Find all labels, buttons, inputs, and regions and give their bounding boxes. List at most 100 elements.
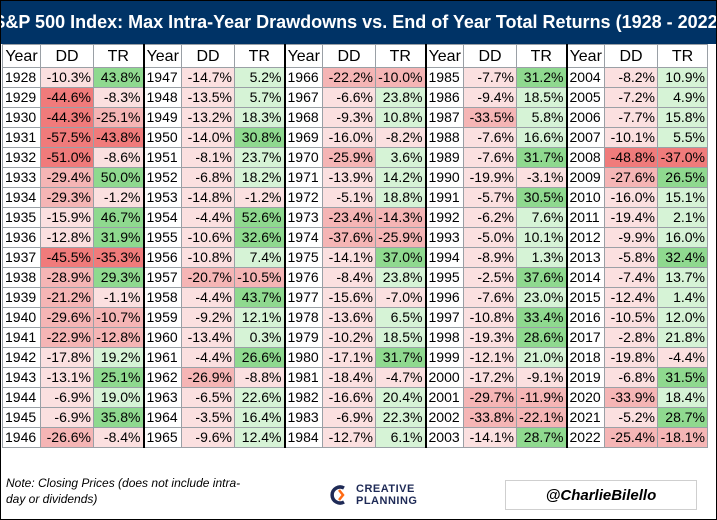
footnote: Note: Closing Prices (does not include i… [6, 476, 241, 506]
drawdown-cell: -6.8% [181, 167, 235, 188]
total-return-cell: 30.5% [516, 187, 567, 208]
drawdown-cell: -2.5% [463, 267, 517, 288]
year-cell: 1979 [283, 327, 323, 348]
total-return-cell: 12.1% [234, 307, 285, 328]
year-cell: 1985 [424, 67, 464, 88]
column-header-dd: DD [40, 44, 94, 68]
drawdown-cell: -6.8% [604, 367, 658, 388]
year-cell: 1950 [142, 127, 182, 148]
year-cell: 1946 [2, 427, 41, 448]
table-row: 1935 -15.9% 46.7% 1954 -4.4% 52.6% 1973 -23.4% -… [2, 207, 708, 228]
total-return-cell: -1.2% [234, 187, 285, 208]
total-return-cell: -11.9% [516, 387, 567, 408]
drawdown-cell: -23.4% [322, 207, 376, 228]
drawdown-cell: -6.9% [40, 407, 94, 428]
year-cell: 1987 [424, 107, 464, 128]
column-header-year: Year [2, 44, 41, 68]
drawdown-cell: -13.6% [322, 307, 376, 328]
year-cell: 2013 [565, 247, 605, 268]
drawdown-cell: -16.0% [322, 127, 376, 148]
total-return-cell: 18.3% [234, 107, 285, 128]
drawdown-cell: -29.4% [40, 167, 94, 188]
drawdown-cell: -21.2% [40, 287, 94, 308]
year-cell: 1992 [424, 207, 464, 228]
table-row: 1928 -10.3% 43.8% 1947 -14.7% 5.2% 1966 -22.2% -… [2, 67, 708, 88]
year-cell: 1931 [2, 127, 41, 148]
total-return-cell: 37.6% [516, 267, 567, 288]
total-return-cell: 21.0% [516, 347, 567, 368]
total-return-cell: 16.0% [657, 227, 708, 248]
total-return-cell: 25.1% [93, 367, 144, 388]
column-header-year: Year [283, 44, 323, 68]
year-cell: 1988 [424, 127, 464, 148]
year-cell: 2020 [565, 387, 605, 408]
drawdown-cell: -9.9% [604, 227, 658, 248]
table-row: 1945 -6.9% 35.8% 1964 -3.5% 16.4% 1983 -6.9% 22.… [2, 407, 708, 428]
total-return-cell: 19.0% [93, 387, 144, 408]
year-cell: 1994 [424, 247, 464, 268]
drawdown-cell: -7.4% [604, 267, 658, 288]
total-return-cell: 31.2% [516, 67, 567, 88]
year-cell: 1952 [142, 167, 182, 188]
table-row: 1937 -45.5% -35.3% 1956 -10.8% 7.4% 1975 -14.1%… [2, 247, 708, 268]
drawdown-cell: -57.5% [40, 127, 94, 148]
total-return-cell: 18.5% [375, 327, 426, 348]
drawdown-cell: -48.8% [604, 147, 658, 168]
drawdown-cell: -3.5% [181, 407, 235, 428]
year-cell: 1956 [142, 247, 182, 268]
column-header-tr: TR [375, 44, 426, 68]
total-return-cell: -10.0% [375, 67, 426, 88]
table-row: 1944 -6.9% 19.0% 1963 -6.5% 22.6% 1982 -16.6% 20… [2, 387, 708, 408]
column-header-dd: DD [181, 44, 235, 68]
total-return-cell: -43.8% [93, 127, 144, 148]
drawdown-cell: -13.1% [40, 367, 94, 388]
total-return-cell: 32.4% [657, 247, 708, 268]
drawdown-cell: -16.6% [322, 387, 376, 408]
year-cell: 1976 [283, 267, 323, 288]
year-cell: 2002 [424, 407, 464, 428]
total-return-cell: -1.1% [93, 287, 144, 308]
total-return-cell: 10.1% [516, 227, 567, 248]
year-cell: 1951 [142, 147, 182, 168]
year-cell: 1930 [2, 107, 41, 128]
year-cell: 2011 [565, 207, 605, 228]
column-header-tr: TR [234, 44, 285, 68]
column-header-tr: TR [657, 44, 708, 68]
total-return-cell: 28.6% [516, 327, 567, 348]
total-return-cell: 15.8% [657, 107, 708, 128]
drawdown-cell: -10.8% [463, 307, 517, 328]
drawdown-cell: -10.3% [40, 67, 94, 88]
column-header-dd: DD [604, 44, 658, 68]
drawdown-cell: -22.9% [40, 327, 94, 348]
total-return-cell: 22.3% [375, 407, 426, 428]
year-cell: 2021 [565, 407, 605, 428]
column-header-year: Year [565, 44, 605, 68]
total-return-cell: 26.6% [234, 347, 285, 368]
year-cell: 1955 [142, 227, 182, 248]
total-return-cell: 19.2% [93, 347, 144, 368]
total-return-cell: -3.1% [516, 167, 567, 188]
year-cell: 1936 [2, 227, 41, 248]
total-return-cell: 23.0% [516, 287, 567, 308]
total-return-cell: -25.1% [93, 107, 144, 128]
year-cell: 1939 [2, 287, 41, 308]
drawdown-cell: -22.2% [322, 67, 376, 88]
column-header-dd: DD [322, 44, 376, 68]
drawdown-cell: -51.0% [40, 147, 94, 168]
drawdown-cell: -7.6% [463, 147, 517, 168]
drawdown-cell: -8.4% [322, 267, 376, 288]
total-return-cell: 1.3% [516, 247, 567, 268]
footer: Note: Closing Prices (does not include i… [0, 470, 717, 520]
year-cell: 2018 [565, 347, 605, 368]
drawdown-cell: -29.3% [40, 187, 94, 208]
drawdown-cell: -8.1% [181, 147, 235, 168]
total-return-cell: -12.8% [93, 327, 144, 348]
drawdown-cell: -7.2% [604, 87, 658, 108]
year-cell: 1949 [142, 107, 182, 128]
column-header-tr: TR [93, 44, 144, 68]
year-cell: 1945 [2, 407, 41, 428]
drawdown-cell: -33.8% [463, 407, 517, 428]
year-cell: 1941 [2, 327, 41, 348]
year-cell: 1962 [142, 367, 182, 388]
drawdown-cell: -13.4% [181, 327, 235, 348]
